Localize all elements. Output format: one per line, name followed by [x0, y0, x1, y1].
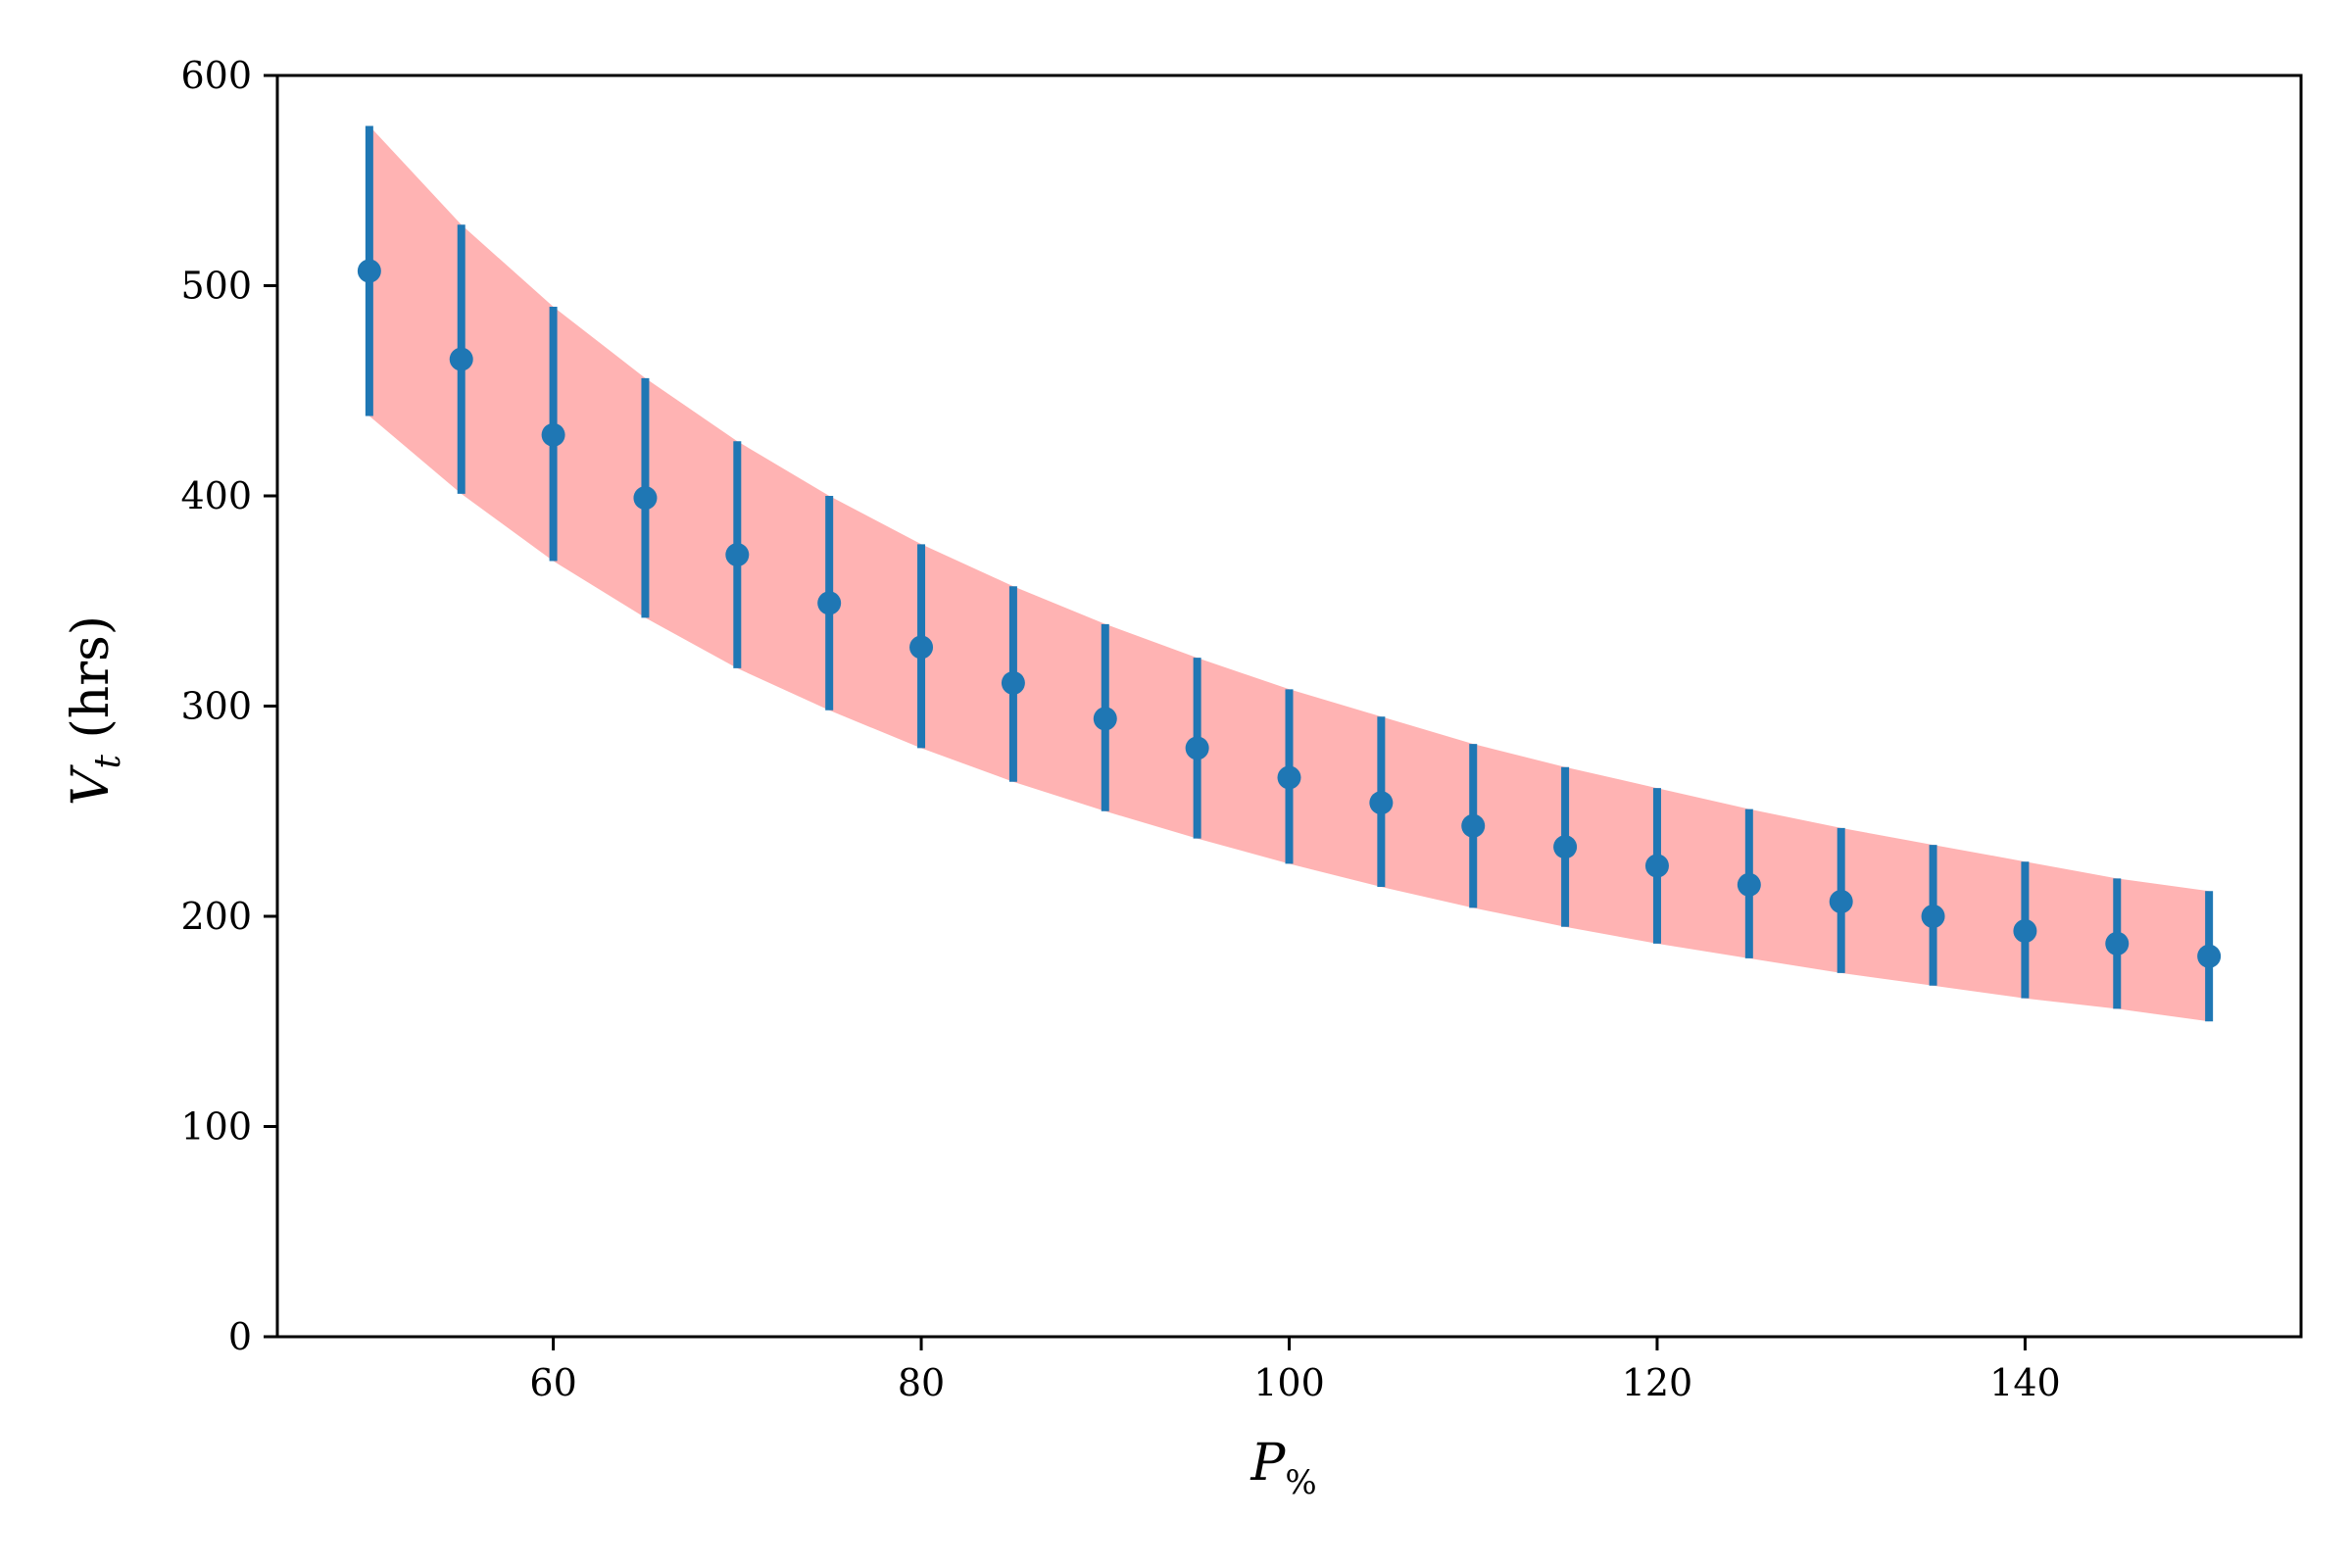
y-axis-label-rest: (hrs): [62, 615, 121, 755]
data-point: [2013, 919, 2037, 944]
data-point: [1829, 889, 1853, 913]
data-point: [1461, 813, 1486, 838]
x-axis-label-main: P: [1250, 1434, 1286, 1493]
data-point: [1644, 854, 1669, 878]
data-point: [357, 259, 381, 283]
x-axis-label: P%: [1250, 1434, 1316, 1502]
data-point: [817, 591, 842, 615]
data-point: [1369, 791, 1394, 815]
data-point: [909, 635, 934, 660]
data-point: [1093, 707, 1117, 731]
x-tick-label: 140: [1989, 1361, 2061, 1404]
data-points: [357, 259, 2222, 968]
data-point: [1737, 872, 1761, 897]
x-axis-ticks: 60 80 100 120 140: [529, 1337, 2061, 1404]
error-bars: [365, 125, 2214, 1022]
y-axis-label-sub: t: [88, 755, 128, 769]
x-axis-label-sub: %: [1285, 1463, 1316, 1502]
data-point: [1921, 905, 1945, 928]
y-axis-label: Vt (hrs): [62, 615, 128, 806]
data-point: [541, 422, 565, 447]
data-point: [1185, 736, 1209, 760]
y-tick-label: 0: [228, 1315, 252, 1358]
data-point: [1277, 765, 1301, 790]
y-tick-label: 500: [180, 265, 252, 308]
data-point: [1001, 670, 1025, 695]
data-point: [725, 543, 750, 567]
y-axis-label-main: V: [62, 764, 121, 806]
x-tick-label: 80: [898, 1361, 945, 1404]
data-point: [449, 347, 473, 371]
x-tick-label: 120: [1622, 1361, 1693, 1404]
y-tick-label: 600: [180, 54, 252, 97]
x-tick-label: 100: [1253, 1361, 1325, 1404]
y-tick-label: 300: [180, 685, 252, 728]
data-point: [633, 486, 658, 511]
y-axis-ticks: 0 100 200 300 400 500 600: [180, 54, 277, 1358]
x-tick-label: 60: [529, 1361, 576, 1404]
data-point: [2197, 944, 2222, 968]
data-point: [2105, 931, 2130, 956]
data-point: [1553, 835, 1578, 859]
y-tick-label: 200: [180, 895, 252, 938]
y-tick-label: 400: [180, 474, 252, 517]
y-tick-label: 100: [180, 1105, 252, 1149]
